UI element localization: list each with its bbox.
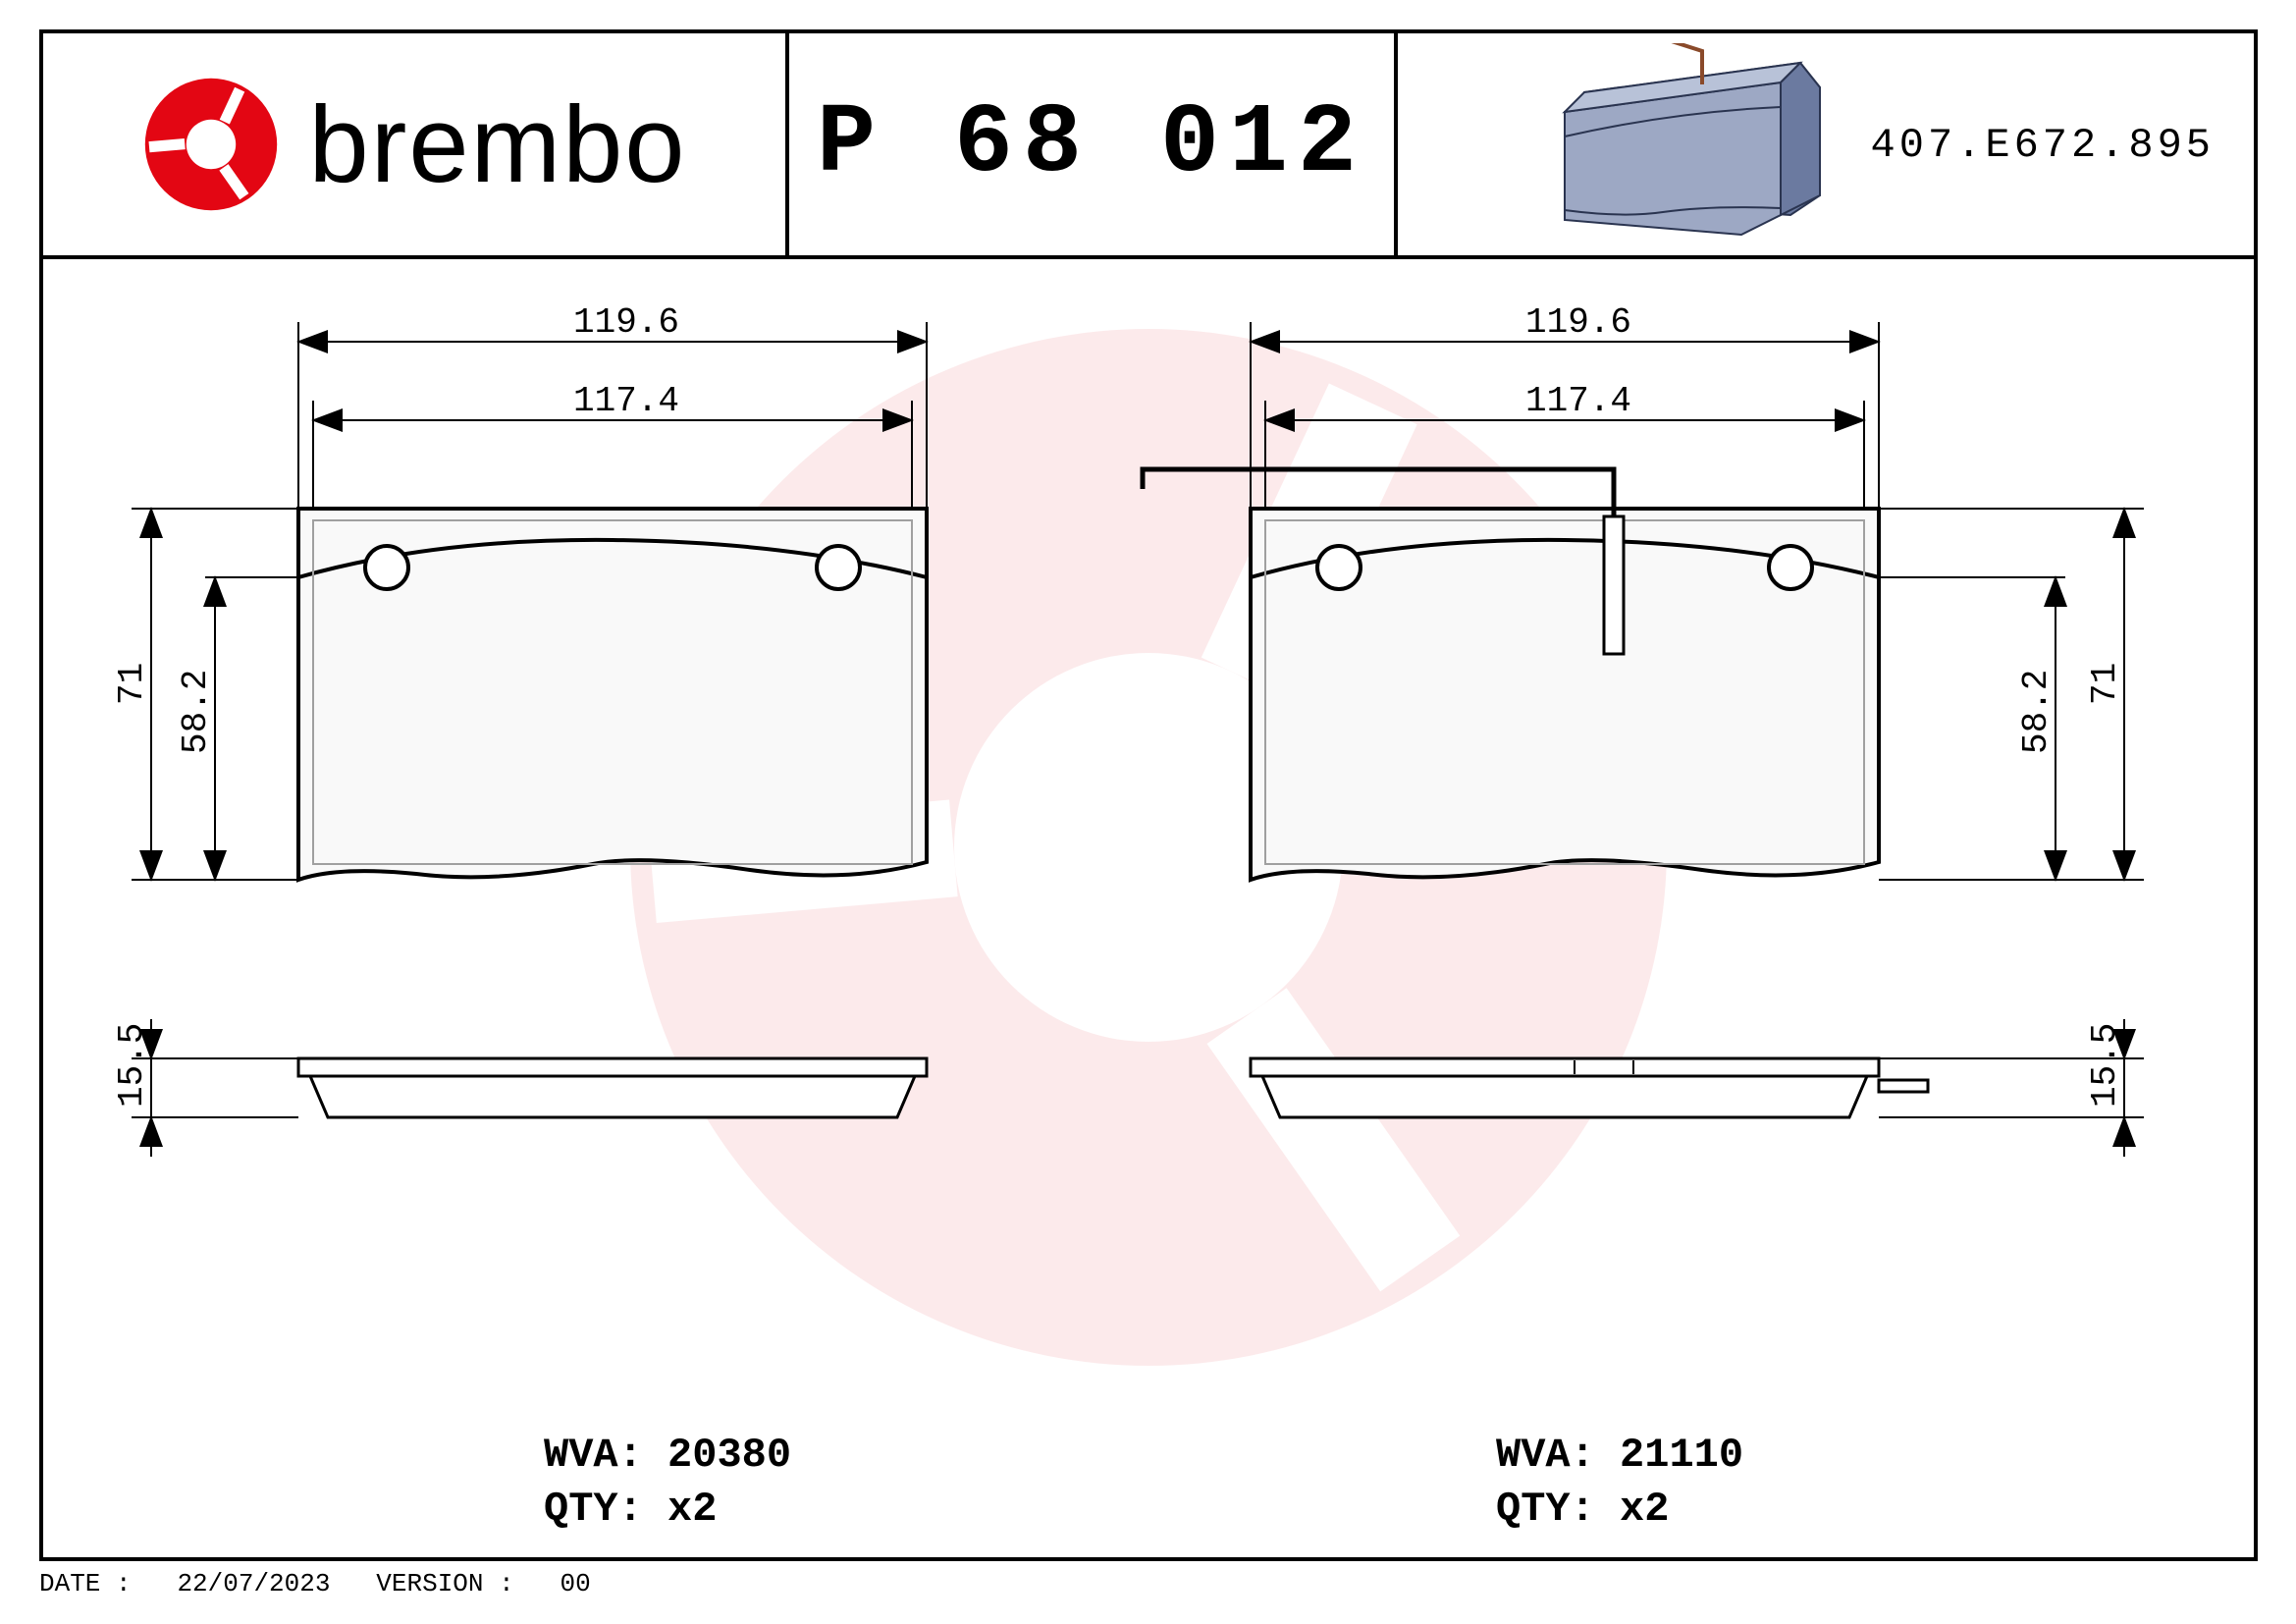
dim-left-height-outer: 71: [112, 663, 152, 705]
right-qty-value: x2: [1620, 1486, 1669, 1533]
date-value: 22/07/2023: [177, 1569, 330, 1598]
dim-right-width-outer: 119.6: [1525, 302, 1631, 343]
header-part-cell: P 68 012: [789, 33, 1398, 255]
left-wva-label: WVA:: [544, 1432, 643, 1479]
right-pad-side: 15.5: [1251, 1019, 2144, 1157]
left-qty-label: QTY:: [544, 1486, 643, 1533]
left-pad-side: 15.5: [112, 1019, 927, 1157]
drawing-frame: brembo P 68 012: [39, 29, 2258, 1561]
brand-text: brembo: [309, 82, 687, 207]
header-logo-cell: brembo: [43, 33, 789, 255]
version-label: VERSION :: [376, 1569, 513, 1598]
dim-right-thickness: 15.5: [2085, 1023, 2125, 1108]
header-3d-cell: 407.E672.895: [1398, 33, 2254, 255]
isometric-view-icon: [1467, 43, 1879, 259]
dim-left-thickness: 15.5: [112, 1023, 152, 1108]
right-wva-row: WVA: 21110: [1496, 1432, 1743, 1479]
left-qty-value: x2: [667, 1486, 717, 1533]
dim-left-width-inner: 117.4: [573, 381, 679, 421]
dim-left-width-outer: 119.6: [573, 302, 679, 343]
dim-right-width-inner: 117.4: [1525, 381, 1631, 421]
right-qty-row: QTY: x2: [1496, 1486, 1669, 1533]
page: brembo P 68 012: [0, 0, 2296, 1624]
left-wva-value: 20380: [667, 1432, 791, 1479]
drawing-code: 407.E672.895: [1871, 122, 2215, 169]
right-qty-label: QTY:: [1496, 1486, 1595, 1533]
left-wva-row: WVA: 20380: [544, 1432, 791, 1479]
brembo-logo-icon: [142, 76, 280, 213]
right-pad-front: [1143, 469, 1879, 880]
date-label: DATE :: [39, 1569, 132, 1598]
right-wva-label: WVA:: [1496, 1432, 1595, 1479]
left-qty-row: QTY: x2: [544, 1486, 717, 1533]
drawing-area: 119.6 117.4 71 58.2: [43, 263, 2254, 1561]
date-version-line: DATE : 22/07/2023 VERSION : 00: [39, 1569, 591, 1598]
header: brembo P 68 012: [43, 33, 2254, 259]
right-wva-value: 21110: [1620, 1432, 1743, 1479]
part-number: P 68 012: [817, 89, 1366, 200]
version-value: 00: [561, 1569, 591, 1598]
left-pad-front: [298, 509, 927, 880]
dim-right-height-inner: 58.2: [2016, 670, 2056, 754]
dim-left-height-inner: 58.2: [176, 670, 216, 754]
technical-drawing: 119.6 117.4 71 58.2: [43, 263, 2254, 1561]
dim-right-height-outer: 71: [2085, 663, 2125, 705]
